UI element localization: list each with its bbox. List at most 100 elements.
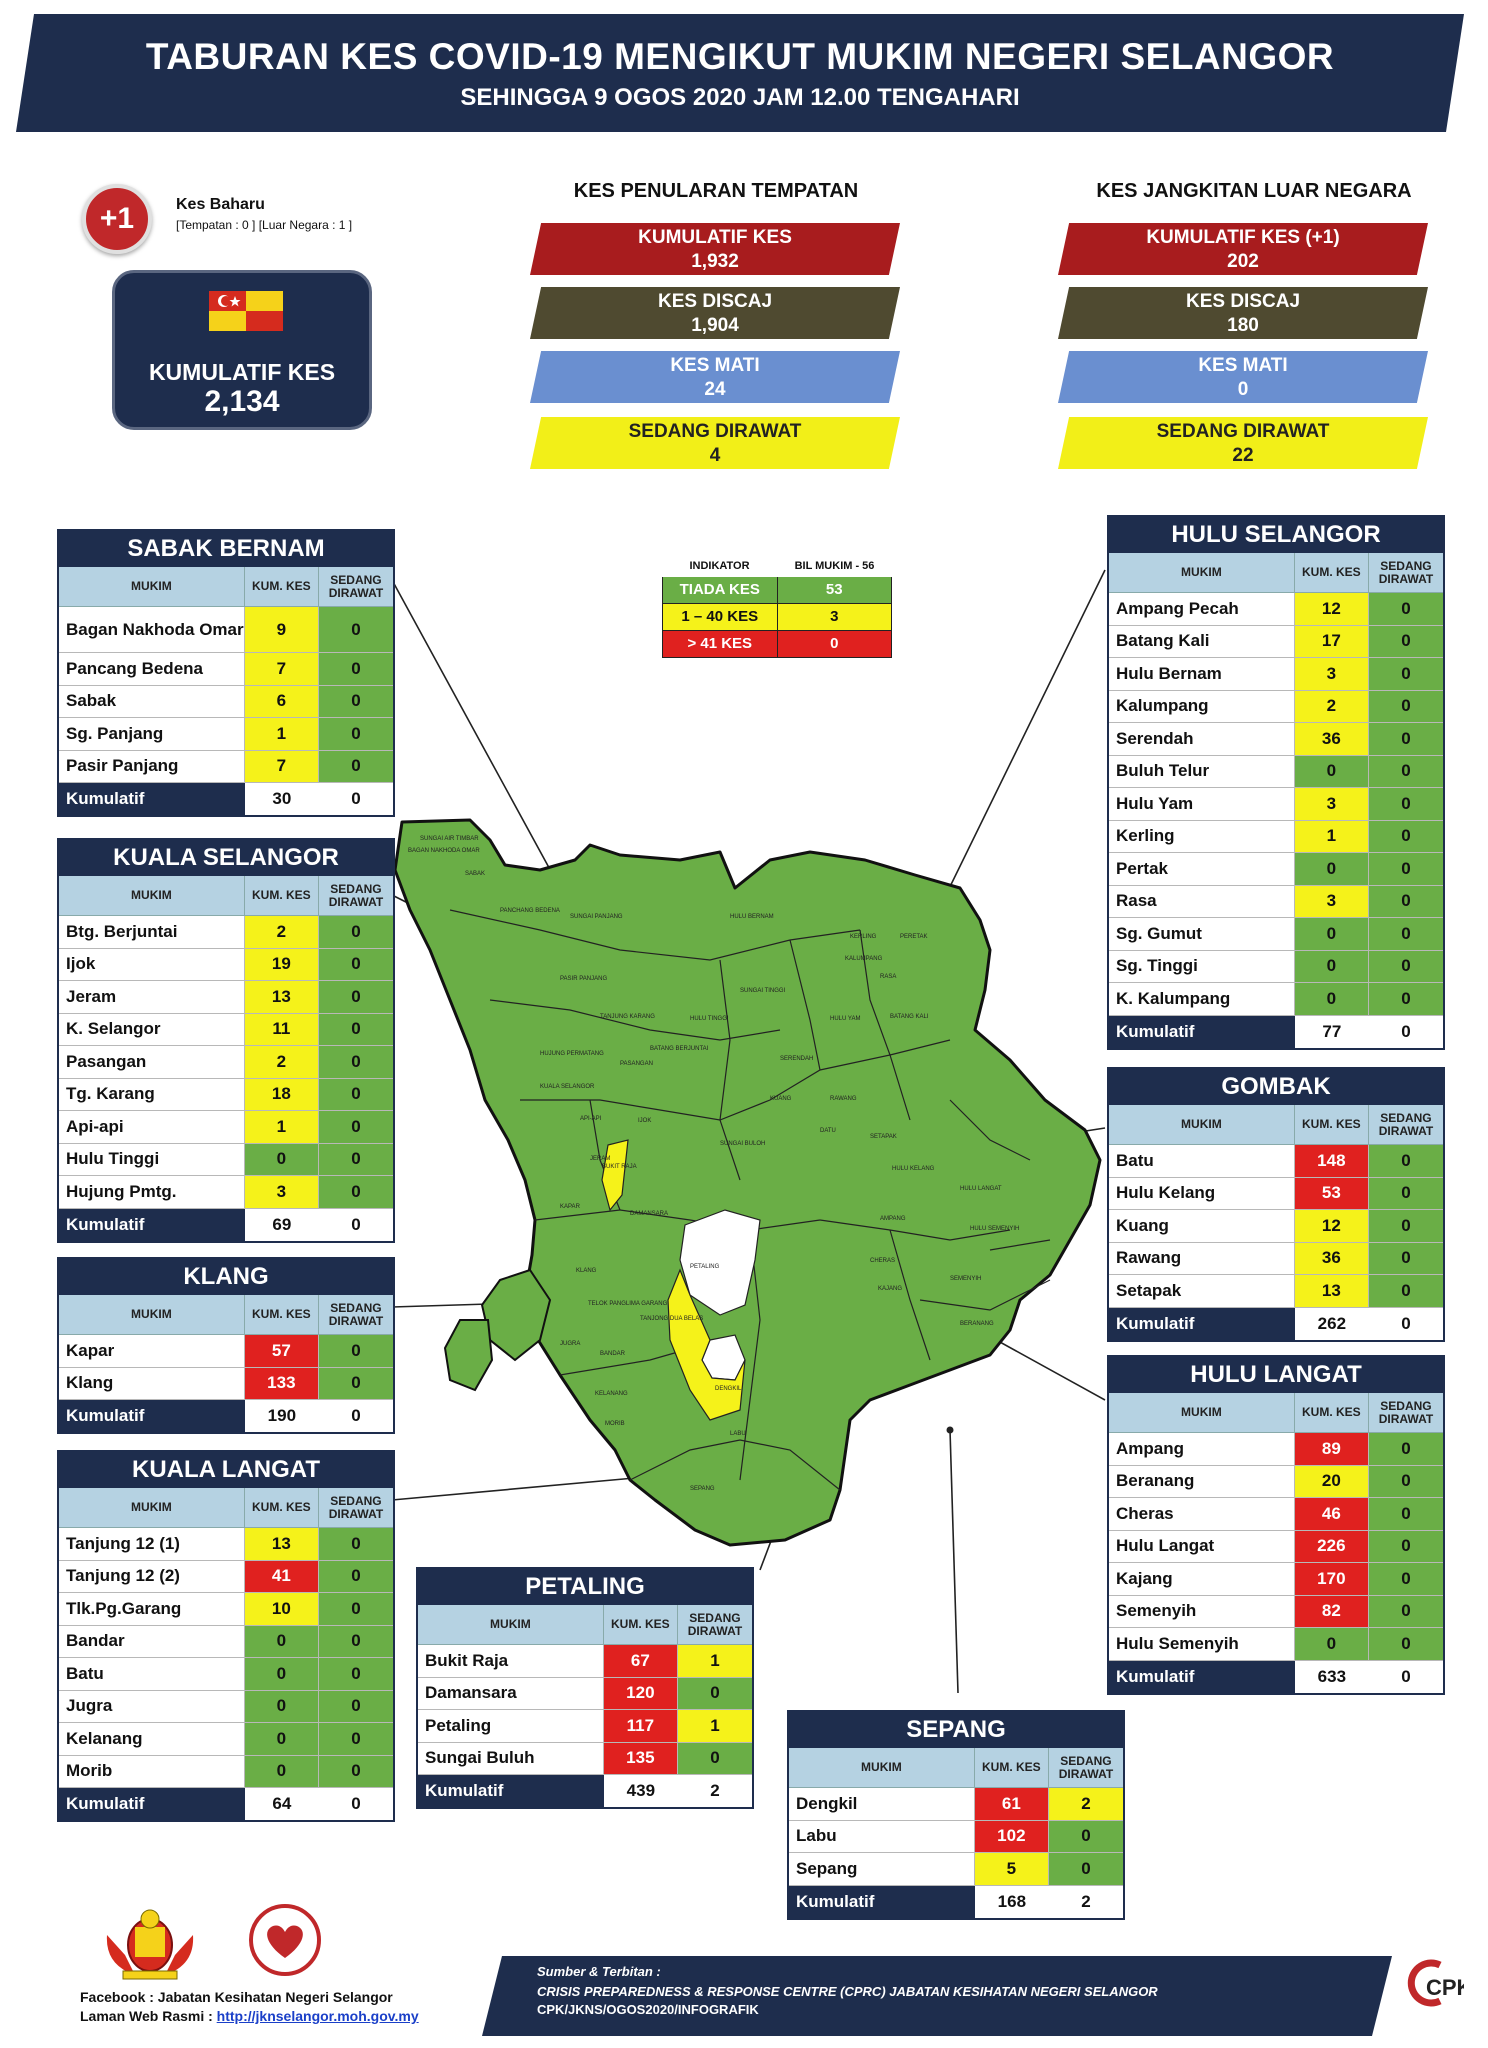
mukim-name: Kajang — [1109, 1563, 1295, 1595]
mukim-cases: 135 — [603, 1742, 678, 1774]
mukim-treated: 0 — [1368, 1242, 1443, 1274]
cpk-logo-text: CPK — [1426, 1975, 1464, 2000]
table-row: Jugra 0 0 — [59, 1690, 393, 1723]
connector-line — [391, 579, 566, 898]
mukim-cases: 13 — [244, 981, 319, 1013]
cumulative-row: Kumulatif 262 0 — [1109, 1307, 1443, 1340]
mukim-treated: 1 — [677, 1645, 752, 1677]
indicator-head-left: INDIKATOR — [689, 560, 750, 572]
indicator-legend: INDIKATOR BIL MUKIM - 56 TIADA KES 53 1 … — [662, 555, 892, 658]
district-title: KLANG — [59, 1259, 393, 1295]
column-header-kum: KUM. KES — [975, 1748, 1049, 1787]
mukim-treated: 0 — [1368, 690, 1443, 722]
indicator-head: INDIKATOR BIL MUKIM - 56 — [662, 555, 892, 577]
mukim-name: Rasa — [1109, 885, 1295, 917]
map-label: BANDAR — [600, 1351, 626, 1357]
imported-cumulative: KUMULATIF KES (+1) 202 — [1058, 223, 1428, 275]
mukim-name: Semenyih — [1109, 1595, 1295, 1627]
mukim-treated: 0 — [318, 1658, 393, 1690]
table-row: Damansara 120 0 — [418, 1677, 752, 1710]
column-header-sedang: SEDANG DIRAWAT — [328, 1300, 384, 1328]
cumulative-row: Kumulatif 190 0 — [59, 1400, 393, 1432]
indicator-label: > 41 KES — [663, 631, 778, 657]
table-row: Sg. Panjang 1 0 — [59, 718, 393, 751]
mukim-treated: 0 — [318, 1625, 393, 1657]
mukim-cases: 17 — [1294, 625, 1369, 657]
total-cases-value: 2,134 — [204, 385, 280, 418]
mukim-treated: 0 — [1368, 1595, 1443, 1627]
mukim-name: Sungai Buluh — [418, 1742, 604, 1774]
cumulative-treated: 0 — [318, 783, 393, 815]
mukim-name: Ampang Pecah — [1109, 593, 1295, 625]
mukim-name: Hujung Pmtg. — [59, 1176, 245, 1208]
mukim-cases: 82 — [1294, 1595, 1369, 1627]
mukim-treated: 0 — [1368, 593, 1443, 625]
table-row: Hulu Yam 3 0 — [1109, 788, 1443, 821]
mukim-name: Sepang — [789, 1853, 975, 1885]
mukim-cases: 36 — [1294, 723, 1369, 755]
cumulative-row: Kumulatif 168 2 — [789, 1885, 1123, 1918]
table-row: Kajang 170 0 — [1109, 1563, 1443, 1596]
cumulative-label: Kumulatif — [66, 789, 145, 808]
map-island — [480, 1268, 552, 1362]
mukim-cases: 61 — [974, 1788, 1049, 1820]
imported-discharged: KES DISCAJ 180 — [1058, 287, 1428, 339]
mukim-name: Dengkil — [789, 1788, 975, 1820]
cumulative-treated: 2 — [677, 1775, 752, 1807]
district-title: SABAK BERNAM — [59, 531, 393, 567]
mukim-treated: 0 — [318, 1755, 393, 1787]
mukim-name: Bukit Raja — [418, 1645, 604, 1677]
mukim-cases: 0 — [1294, 1628, 1369, 1660]
mukim-treated: 0 — [1368, 1275, 1443, 1307]
cumulative-label: Kumulatif — [66, 1406, 145, 1425]
mukim-cases: 7 — [244, 750, 319, 782]
table-header: MUKIM KUM. KES SEDANG DIRAWAT — [418, 1605, 752, 1645]
selangor-map: SUNGAI AIR TIMBAR BAGAN NAKHODA OMAR SAB… — [393, 818, 1102, 1547]
table-row: Rasa 3 0 — [1109, 885, 1443, 918]
mukim-name: Setapak — [1109, 1275, 1295, 1307]
mukim-cases: 5 — [974, 1853, 1049, 1885]
cumulative-label: Kumulatif — [796, 1891, 875, 1911]
mukim-name: Cheras — [1109, 1498, 1295, 1530]
local-cumulative-label: KUMULATIF KES — [638, 227, 792, 248]
mukim-cases: 0 — [244, 1143, 319, 1175]
mukim-cases: 20 — [1294, 1465, 1369, 1497]
district-title: KUALA LANGAT — [59, 1452, 393, 1488]
mukim-cases: 0 — [1294, 983, 1369, 1015]
map-label: SUNGAI TINGGI — [740, 988, 786, 994]
mukim-treated: 0 — [1048, 1853, 1123, 1885]
mukim-treated: 0 — [1368, 1498, 1443, 1530]
table-row: Labu 102 0 — [789, 1820, 1123, 1853]
column-header-mukim: MUKIM — [59, 1295, 245, 1334]
page-subtitle: SEHINGGA 9 OGOS 2020 JAM 12.00 TENGAHARI — [460, 84, 1020, 111]
indicator-label: 1 – 40 KES — [663, 604, 778, 630]
connector-line — [949, 1429, 959, 1694]
mukim-cases: 46 — [1294, 1498, 1369, 1530]
imported-cumulative-value: 202 — [1227, 251, 1259, 272]
website-link[interactable]: http://jknselangor.moh.gov.my — [216, 2008, 419, 2024]
cumulative-cases: 168 — [974, 1885, 1049, 1918]
mukim-name: Damansara — [418, 1677, 604, 1709]
map-label: HUJUNG PERMATANG — [540, 1051, 604, 1057]
header-banner: TABURAN KES COVID-19 MENGIKUT MUKIM NEGE… — [16, 14, 1464, 132]
cumulative-treated: 0 — [1368, 1015, 1443, 1048]
mukim-treated: 0 — [318, 607, 393, 652]
imported-treated-label: SEDANG DIRAWAT — [1156, 421, 1330, 442]
mukim-name: Batang Kali — [1109, 625, 1295, 657]
cumulative-treated: 0 — [1368, 1307, 1443, 1340]
indicator-row: TIADA KES 53 — [662, 577, 892, 604]
banner-shape — [16, 14, 1464, 132]
source-line: CRISIS PREPAREDNESS & RESPONSE CENTRE (C… — [537, 1984, 1158, 1999]
cumulative-row: Kumulatif 64 0 — [59, 1788, 393, 1820]
table-row: Dengkil 61 2 — [789, 1788, 1123, 1821]
imported-deaths-value: 0 — [1237, 379, 1249, 400]
map-state-outline — [393, 818, 1102, 1547]
cumulative-label: Kumulatif — [1116, 1666, 1195, 1686]
map-label: SUNGAI PANJANG — [570, 914, 623, 920]
column-header-kum: KUM. KES — [1295, 1393, 1369, 1432]
map-label: SETAPAK — [870, 1134, 897, 1140]
mukim-name: Kuang — [1109, 1210, 1295, 1242]
mukim-treated: 0 — [1368, 723, 1443, 755]
mukim-treated: 0 — [1368, 853, 1443, 885]
column-header-kum: KUM. KES — [245, 1295, 319, 1334]
